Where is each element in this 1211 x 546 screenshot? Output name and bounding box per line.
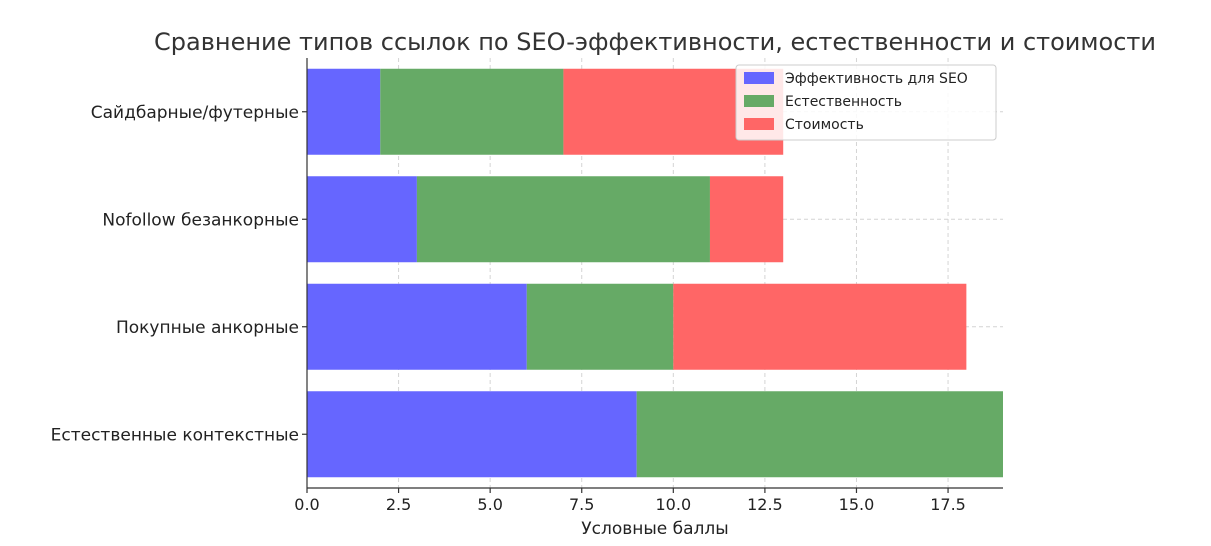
x-axis-label: Условные баллы <box>581 519 728 539</box>
x-tick-label-3: 7.5 <box>569 495 594 514</box>
x-tick-label-0: 0.0 <box>294 495 319 514</box>
legend-swatch-3 <box>744 118 774 130</box>
bar-3-2 <box>673 283 967 370</box>
x-tick-label-6: 15.0 <box>839 495 875 514</box>
legend: Эффективность для SEO Естественность Стоим… <box>735 64 997 141</box>
y-tick-label-2: Nofollow безанкорные <box>102 210 299 230</box>
legend-frame <box>735 64 997 141</box>
bar-3-3 <box>709 176 784 263</box>
bar-1-4 <box>307 68 381 155</box>
bar-2-4 <box>380 68 564 155</box>
y-tick-label-0: Естественные контекстные <box>51 425 299 445</box>
y-tick-labels: Естественные контекстные Покупные анкорны… <box>51 103 299 446</box>
axis-layer <box>302 58 1003 493</box>
bar-2-2 <box>526 283 674 370</box>
bar-2-3 <box>416 176 710 263</box>
legend-items: Эффективность для SEO Естественность Стоим… <box>744 71 968 133</box>
x-tick-label-2: 5.0 <box>477 495 502 514</box>
y-tick-label-1: Покупные анкорные <box>116 318 299 338</box>
chart-title: Сравнение типов ссылок по SEO-эффективно… <box>154 28 1156 56</box>
x-tick-label-4: 10.0 <box>656 495 692 514</box>
x-tick-labels: 0.0 2.5 5.0 7.5 10.0 12.5 15.0 17.5 <box>294 495 966 514</box>
legend-swatch-2 <box>744 95 774 107</box>
legend-label-3: Стоимость <box>785 117 864 133</box>
x-tick-label-5: 12.5 <box>747 495 783 514</box>
bar-2-1 <box>636 391 1003 478</box>
bar-1-3 <box>307 176 417 263</box>
legend-label-2: Естественность <box>785 94 902 110</box>
legend-swatch-1 <box>744 72 774 84</box>
bar-1-2 <box>307 283 527 370</box>
x-tick-label-1: 2.5 <box>386 495 411 514</box>
x-tick-label-7: 17.5 <box>930 495 966 514</box>
y-tick-label-3: Сайдбарные/футерные <box>91 103 299 123</box>
legend-label-1: Эффективность для SEO <box>785 71 968 87</box>
bar-1-1 <box>307 391 637 478</box>
